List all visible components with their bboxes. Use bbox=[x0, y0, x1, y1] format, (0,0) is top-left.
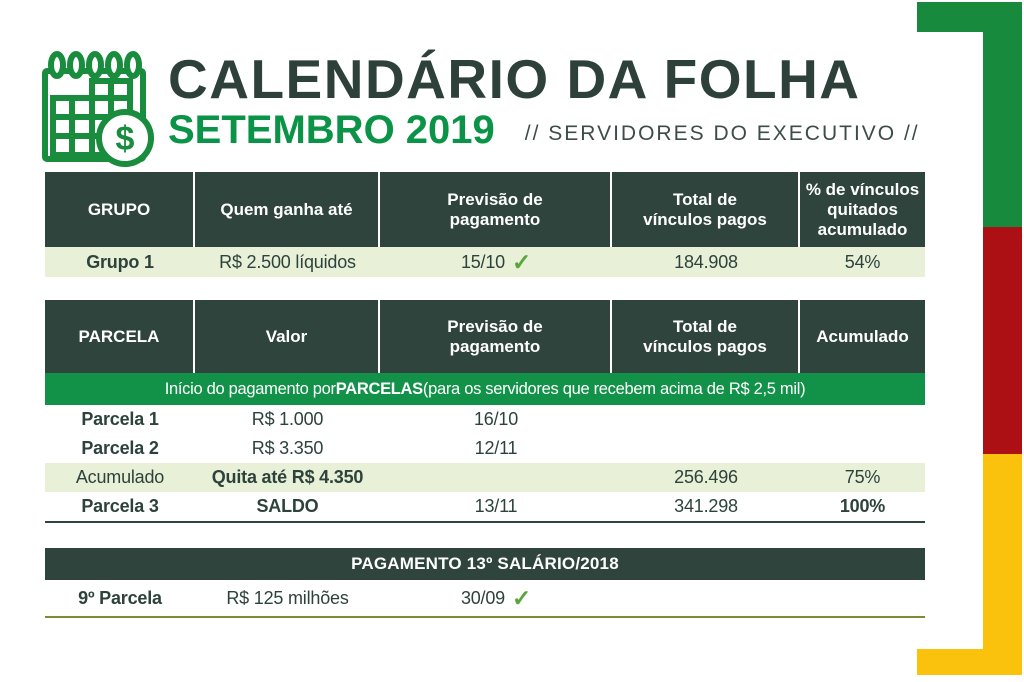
column-header: GRUPO bbox=[45, 172, 195, 247]
total-paid bbox=[612, 405, 800, 434]
payment-date bbox=[380, 463, 612, 492]
column-header: PARCELA bbox=[45, 300, 195, 373]
salary-range: R$ 2.500 líquidos bbox=[219, 251, 356, 272]
parcel-name: Acumulado bbox=[75, 467, 165, 487]
bracket-green-bar bbox=[983, 2, 1022, 227]
total-paid: 256.496 bbox=[674, 467, 738, 487]
table-bottom-rule bbox=[45, 521, 925, 523]
parcel-value: R$ 125 milhões bbox=[226, 587, 349, 608]
column-header: Total de vínculos pagos bbox=[612, 172, 800, 247]
month-title: SETEMBRO 2019 bbox=[168, 108, 495, 152]
percent-settled: 54% bbox=[844, 251, 881, 272]
percent-settled: 75% bbox=[844, 467, 881, 487]
payment-date: 12/11 bbox=[474, 438, 518, 458]
banner-text: (para os servidores que recebem acima de… bbox=[422, 379, 806, 398]
parcel-name: Parcela 1 bbox=[81, 409, 159, 429]
calendar-money-icon: $ bbox=[42, 51, 154, 167]
dollar-glyph: $ bbox=[116, 120, 135, 158]
parcel-value: R$ 1.000 bbox=[251, 409, 324, 429]
percent-settled bbox=[800, 405, 925, 434]
payment-date: 30/09 ✓ bbox=[380, 580, 612, 616]
table-parcelas-header: PARCELA Valor Previsão de pagamento Tota… bbox=[45, 300, 925, 373]
table-parcelas: PARCELA Valor Previsão de pagamento Tota… bbox=[45, 300, 925, 523]
group-name: Grupo 1 bbox=[86, 251, 154, 272]
table-row: 9º Parcela R$ 125 milhões 30/09 ✓ bbox=[45, 580, 925, 616]
bracket-red-bar bbox=[983, 227, 1022, 454]
date-text: 30/09 bbox=[460, 587, 505, 608]
page-subtitle-row: SETEMBRO 2019 // SERVIDORES DO EXECUTIVO… bbox=[168, 110, 920, 150]
payment-date: 13/11 bbox=[474, 496, 518, 516]
total-paid bbox=[612, 434, 800, 463]
banner-text-bold: PARCELAS bbox=[335, 379, 423, 398]
column-header: Previsão de pagamento bbox=[380, 172, 612, 247]
audience-subtitle: // SERVIDORES DO EXECUTIVO // bbox=[524, 121, 920, 145]
parcelas-banner: Início do pagamento por PARCELAS (para o… bbox=[45, 373, 925, 405]
decimo-terceiro-title: PAGAMENTO 13º SALÁRIO/2018 bbox=[45, 548, 925, 580]
parcel-value: Quita até R$ 4.350 bbox=[211, 467, 364, 487]
table-decimo-terceiro: PAGAMENTO 13º SALÁRIO/2018 9º Parcela R$… bbox=[45, 548, 925, 618]
empty-cell bbox=[612, 580, 800, 616]
total-paid: 341.298 bbox=[674, 496, 738, 516]
empty-cell bbox=[800, 580, 925, 616]
column-header: Acumulado bbox=[800, 300, 925, 373]
parcel-name: Parcela 3 bbox=[81, 496, 159, 516]
check-icon: ✓ bbox=[511, 584, 532, 611]
check-icon: ✓ bbox=[511, 248, 532, 275]
total-paid: 184.908 bbox=[674, 251, 738, 272]
parcel-name: 9º Parcela bbox=[78, 587, 162, 608]
table-row: Acumulado Quita até R$ 4.350 256.496 75% bbox=[45, 463, 925, 492]
bracket-yellow-arm bbox=[917, 649, 1022, 675]
table-row: Parcela 1 R$ 1.000 16/10 bbox=[45, 405, 925, 434]
percent-settled: 100% bbox=[839, 496, 886, 516]
parcel-value: SALDO bbox=[256, 496, 319, 516]
column-header: Total de vínculos pagos bbox=[612, 300, 800, 373]
payment-date: 15/10 ✓ bbox=[380, 247, 612, 277]
table-grupo-header: GRUPO Quem ganha até Previsão de pagamen… bbox=[45, 172, 925, 247]
percent-settled bbox=[800, 434, 925, 463]
column-header: Valor bbox=[195, 300, 380, 373]
date-text: 15/10 bbox=[460, 251, 505, 272]
parcel-value: R$ 3.350 bbox=[251, 438, 324, 458]
table-row: Parcela 3 SALDO 13/11 341.298 100% bbox=[45, 492, 925, 521]
payment-date: 16/10 bbox=[473, 409, 519, 429]
bracket-yellow-bar bbox=[983, 454, 1022, 675]
banner-text: Início do pagamento por bbox=[164, 379, 336, 398]
parcel-name: Parcela 2 bbox=[81, 438, 159, 458]
column-header: Quem ganha até bbox=[195, 172, 380, 247]
table-bottom-rule bbox=[45, 616, 925, 618]
column-header: % de vínculos quitados acumulado bbox=[800, 172, 925, 247]
column-header: Previsão de pagamento bbox=[380, 300, 612, 373]
table-row: Grupo 1 R$ 2.500 líquidos 15/10 ✓ 184.90… bbox=[45, 247, 925, 277]
table-row: Parcela 2 R$ 3.350 12/11 bbox=[45, 434, 925, 463]
page-title: CALENDÁRIO DA FOLHA bbox=[168, 48, 861, 110]
table-grupo: GRUPO Quem ganha até Previsão de pagamen… bbox=[45, 172, 925, 277]
